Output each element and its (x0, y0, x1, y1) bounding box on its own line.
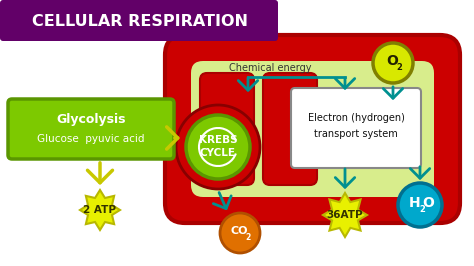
Polygon shape (323, 193, 367, 237)
FancyBboxPatch shape (8, 99, 174, 159)
FancyBboxPatch shape (191, 61, 434, 197)
Text: 2: 2 (396, 64, 402, 73)
Text: 36ATP: 36ATP (327, 210, 363, 220)
Text: KREBS: KREBS (199, 135, 237, 145)
Circle shape (186, 115, 250, 179)
Text: CYCLE: CYCLE (200, 148, 236, 158)
Text: 2: 2 (246, 234, 251, 243)
Text: 2: 2 (419, 206, 425, 214)
Text: O: O (386, 54, 398, 68)
Polygon shape (80, 190, 120, 230)
FancyBboxPatch shape (0, 0, 278, 41)
Circle shape (398, 183, 442, 227)
Text: 2 ATP: 2 ATP (83, 205, 117, 215)
FancyBboxPatch shape (291, 88, 421, 168)
Text: CO: CO (230, 226, 248, 236)
FancyBboxPatch shape (263, 73, 317, 185)
Circle shape (220, 213, 260, 253)
Text: Electron (hydrogen): Electron (hydrogen) (308, 113, 404, 123)
FancyBboxPatch shape (165, 35, 460, 223)
Text: Chemical energy: Chemical energy (229, 63, 311, 73)
Text: Glycolysis: Glycolysis (56, 114, 126, 127)
Circle shape (373, 43, 413, 83)
Text: transport system: transport system (314, 129, 398, 139)
Text: O: O (422, 196, 434, 210)
Text: Glucose  pyuvic acid: Glucose pyuvic acid (37, 134, 145, 144)
FancyBboxPatch shape (200, 73, 254, 185)
Text: H: H (409, 196, 421, 210)
Circle shape (176, 105, 260, 189)
Text: CELLULAR RESPIRATION: CELLULAR RESPIRATION (32, 15, 248, 30)
